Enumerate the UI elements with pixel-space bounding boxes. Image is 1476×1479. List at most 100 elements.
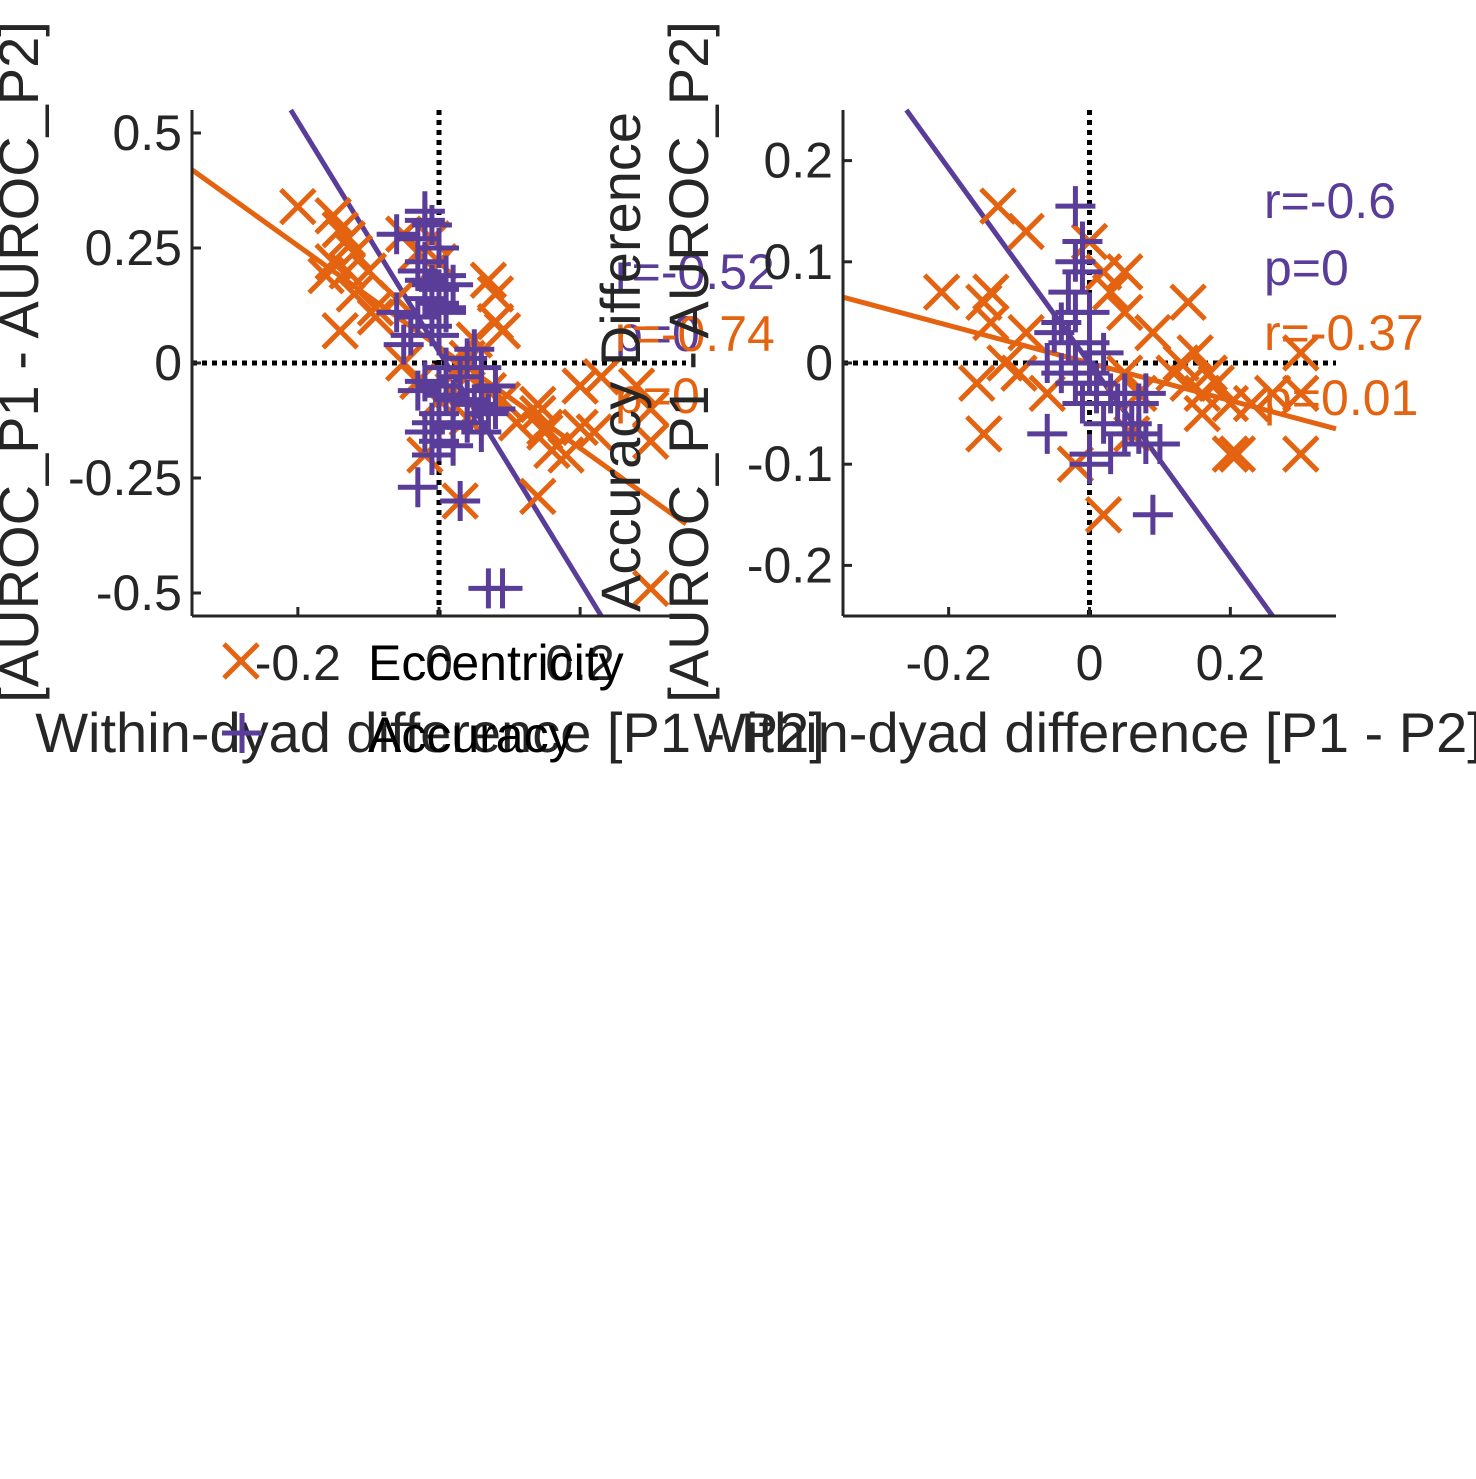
right-point-eccentricity xyxy=(1134,313,1172,352)
right-x-ticks: -0.2 0 0.2 xyxy=(906,607,1266,691)
right-x-tick-label: 0 xyxy=(1076,635,1104,691)
right-point-accuracy xyxy=(1132,494,1173,535)
left-point-accuracy xyxy=(376,292,417,333)
left-y-tick-label: 0 xyxy=(154,335,182,391)
left-annotation-eccentricity-p: p=0 xyxy=(615,368,700,424)
right-point-eccentricity xyxy=(1211,435,1250,473)
left-point-eccentricity xyxy=(547,436,585,474)
left-point-eccentricity xyxy=(582,358,621,396)
right-point-accuracy xyxy=(1062,383,1103,424)
right-point-accuracy xyxy=(1083,403,1124,444)
right-point-accuracy xyxy=(1055,241,1096,282)
left-point-eccentricity xyxy=(476,275,515,313)
right-data-points xyxy=(922,186,1320,535)
left-point-eccentricity xyxy=(526,408,564,447)
right-annotation-accuracy-r: r=-0.6 xyxy=(1264,173,1396,229)
left-point-eccentricity xyxy=(575,413,614,451)
left-point-accuracy xyxy=(397,467,438,508)
left-x-axis-label: Within-dyad difference [P1 - P2] xyxy=(35,701,825,764)
right-point-accuracy xyxy=(1083,332,1124,373)
left-point-eccentricity xyxy=(483,312,522,350)
left-x-tick-label: -0.2 xyxy=(255,635,341,691)
right-point-accuracy xyxy=(1027,343,1068,383)
right-y-ticks: -0.2 -0.1 0 0.1 0.2 xyxy=(747,133,852,593)
left-point-eccentricity xyxy=(279,187,317,226)
left-point-accuracy xyxy=(482,568,523,609)
x-icon xyxy=(222,642,260,680)
right-point-eccentricity xyxy=(1197,364,1236,403)
legend-item-eccentricity: Eccentricity xyxy=(222,635,624,691)
left-point-accuracy xyxy=(433,264,474,305)
right-point-eccentricity xyxy=(1218,435,1257,473)
legend-label-eccentricity: Eccentricity xyxy=(368,635,624,691)
right-point-accuracy xyxy=(1118,413,1159,454)
right-y-tick-label: -0.2 xyxy=(747,537,833,593)
left-point-accuracy xyxy=(426,375,467,416)
left-annotations: r=-0.52 p=0 r=-0.74 p=0 xyxy=(615,244,775,424)
right-y-tick-label: -0.1 xyxy=(747,436,833,492)
right-point-eccentricity xyxy=(1282,374,1320,413)
right-y-tick-label: 0.2 xyxy=(763,133,833,189)
left-point-accuracy xyxy=(376,214,417,255)
left-point-eccentricity xyxy=(533,431,571,470)
left-annotation-eccentricity-r: r=-0.74 xyxy=(615,306,775,362)
left-annotation-accuracy-r: r=-0.52 xyxy=(615,244,775,300)
right-annotation-accuracy-p: p=0 xyxy=(1264,240,1349,296)
right-point-eccentricity xyxy=(1105,253,1144,291)
right-point-accuracy xyxy=(1062,251,1103,292)
right-y-tick-label: 0 xyxy=(805,335,833,391)
left-x-tick-label: 0 xyxy=(425,635,453,691)
right-point-eccentricity xyxy=(1084,496,1123,534)
right-point-eccentricity xyxy=(922,273,961,311)
left-point-eccentricity xyxy=(617,367,656,405)
right-point-accuracy xyxy=(1048,272,1089,313)
left-point-accuracy xyxy=(454,329,495,370)
left-point-accuracy xyxy=(426,287,467,328)
right-scatter-plot: -0.2 0 0.2 -0.2 -0.1 0 0.1 0.2 Within-dyad dif… xyxy=(589,21,1476,764)
legend: Eccentricity Accuracy xyxy=(222,635,624,763)
left-point-accuracy xyxy=(411,435,452,475)
right-x-tick-label: -0.2 xyxy=(906,635,992,691)
left-point-eccentricity xyxy=(307,256,345,295)
right-point-eccentricity xyxy=(1253,374,1292,413)
left-point-eccentricity xyxy=(631,422,670,460)
right-annotations: r=-0.6 p=0 r=-0.37 p=0.01 xyxy=(1264,173,1424,426)
right-y-axis-label-line-1: Accuracy Difference xyxy=(589,112,652,612)
left-x-ticks: -0.2 0 0.2 xyxy=(255,607,615,691)
right-annotation-eccentricity-r: r=-0.37 xyxy=(1264,305,1424,361)
left-point-eccentricity xyxy=(561,367,599,405)
left-point-eccentricity xyxy=(321,312,359,350)
right-point-eccentricity xyxy=(965,415,1003,453)
right-point-eccentricity xyxy=(1183,394,1221,433)
right-axes: -0.2 0 0.2 -0.2 -0.1 0 0.1 0.2 xyxy=(747,110,1336,691)
right-point-accuracy xyxy=(1069,444,1110,485)
left-data-points xyxy=(279,187,670,609)
legend-item-accuracy: Accuracy xyxy=(222,707,574,763)
plus-icon xyxy=(222,713,262,753)
left-axes: -0.2 0 0.2 -0.5 -0.25 0 0.25 0.5 xyxy=(68,105,686,691)
left-point-accuracy xyxy=(390,315,431,356)
left-y-tick-label: -0.5 xyxy=(96,565,182,621)
left-point-eccentricity xyxy=(631,390,670,428)
left-y-tick-label: 0.5 xyxy=(112,105,182,161)
right-point-eccentricity xyxy=(1105,293,1144,332)
left-point-accuracy xyxy=(461,412,502,452)
right-point-eccentricity xyxy=(1282,334,1320,372)
right-point-accuracy xyxy=(1027,413,1068,454)
right-point-accuracy xyxy=(1041,302,1082,343)
left-point-accuracy xyxy=(404,200,445,241)
right-y-axis-label-line-2: [AUROC_P1 - AUROC_P2] xyxy=(657,21,720,703)
left-y-tick-label: -0.25 xyxy=(68,450,182,506)
legend-label-accuracy: Accuracy xyxy=(368,707,574,763)
right-point-eccentricity xyxy=(1091,273,1130,311)
right-point-eccentricity xyxy=(958,364,996,403)
left-point-eccentricity xyxy=(356,289,395,327)
left-reference-lines xyxy=(192,110,686,616)
right-x-tick-label: 0.2 xyxy=(1196,635,1266,691)
left-point-accuracy xyxy=(475,389,516,429)
right-point-accuracy xyxy=(1139,423,1180,464)
right-point-eccentricity xyxy=(972,303,1010,342)
left-point-accuracy xyxy=(433,425,474,466)
right-point-eccentricity xyxy=(1169,283,1207,322)
